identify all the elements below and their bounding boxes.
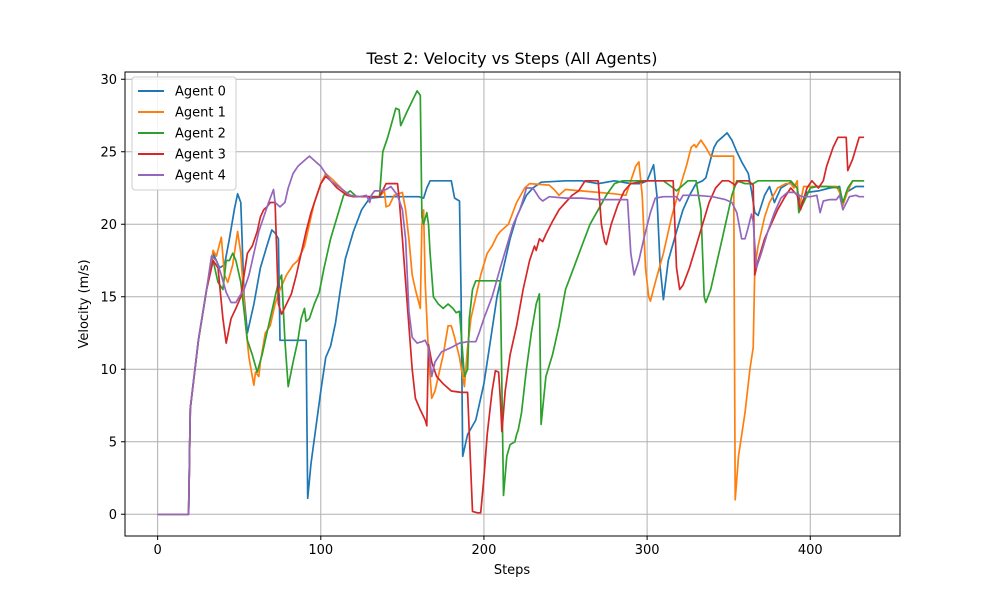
legend-label: Agent 0 [175, 85, 226, 100]
series-line-agent-0 [157, 132, 865, 516]
x-axis-ticks: 0 100 200 300 400 [153, 536, 823, 558]
x-tick-label: 200 [472, 543, 497, 558]
series-lines [157, 90, 865, 516]
plot-frame [124, 71, 901, 537]
y-tick-label: 10 [100, 363, 117, 378]
x-tick-label: 0 [153, 543, 161, 558]
y-tick-label: 0 [109, 508, 117, 523]
y-axis-label: Velocity (m/s) [77, 259, 92, 348]
legend-label: Agent 3 [175, 148, 226, 163]
x-tick-label: 400 [798, 543, 823, 558]
y-tick-label: 30 [100, 73, 117, 88]
legend-box [131, 76, 237, 191]
x-tick-label: 100 [308, 543, 333, 558]
legend-label: Agent 1 [175, 106, 226, 121]
chart-title: Test 2: Velocity vs Steps (All Agents) [366, 49, 658, 68]
series-line-agent-3 [157, 136, 865, 516]
legend-label: Agent 4 [175, 169, 226, 184]
x-tick-label: 300 [635, 543, 660, 558]
x-axis-label: Steps [494, 563, 531, 578]
y-tick-label: 5 [109, 435, 117, 450]
y-tick-label: 20 [100, 218, 117, 233]
y-tick-label: 25 [100, 145, 117, 160]
series-line-agent-2 [157, 90, 865, 516]
legend: Agent 0 Agent 1 Agent 2 Agent 3 Agent 4 [131, 76, 237, 191]
legend-label: Agent 2 [175, 127, 226, 142]
y-axis-ticks: 0 5 10 15 20 25 30 [100, 73, 125, 523]
y-tick-label: 15 [100, 290, 117, 305]
series-line-agent-4 [157, 155, 865, 516]
